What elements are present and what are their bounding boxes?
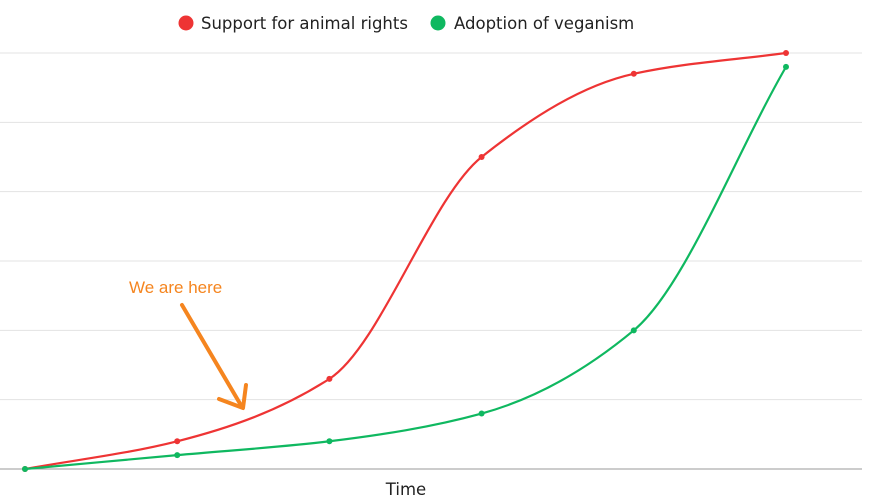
data-point-support-for-animal-rights-4	[630, 70, 637, 77]
data-point-adoption-of-veganism-5	[783, 63, 789, 70]
legend-label-support-for-animal-rights: Support for animal rights	[201, 14, 408, 33]
we-are-here-annotation: We are here	[129, 278, 248, 410]
series-layer	[22, 50, 789, 472]
legend: Support for animal rights Adoption of ve…	[178, 14, 634, 33]
legend-item-adoption-of-veganism: Adoption of veganism	[430, 14, 634, 33]
legend-item-support-for-animal-rights: Support for animal rights	[178, 14, 408, 33]
data-point-support-for-animal-rights-1	[174, 438, 181, 445]
data-point-adoption-of-veganism-4	[630, 327, 637, 334]
data-point-adoption-of-veganism-3	[478, 410, 485, 417]
data-point-adoption-of-veganism-1	[174, 452, 181, 459]
series-line-adoption-of-veganism	[24, 66, 787, 471]
series-line-support-for-animal-rights	[24, 51, 787, 471]
data-point-support-for-animal-rights-5	[783, 50, 789, 56]
data-point-support-for-animal-rights-2	[326, 375, 333, 382]
legend-swatch-adoption-of-veganism	[430, 15, 446, 31]
annotation-arrow-icon	[180, 303, 248, 410]
legend-label-adoption-of-veganism: Adoption of veganism	[454, 14, 634, 33]
legend-swatch-support-for-animal-rights	[178, 15, 194, 31]
annotation-text: We are here	[129, 278, 222, 297]
data-point-adoption-of-veganism-2	[326, 438, 333, 445]
x-axis-label: Time	[385, 480, 426, 499]
data-point-support-for-animal-rights-3	[478, 154, 485, 160]
gridlines	[0, 52, 862, 401]
data-point-adoption-of-veganism-0	[22, 466, 28, 472]
